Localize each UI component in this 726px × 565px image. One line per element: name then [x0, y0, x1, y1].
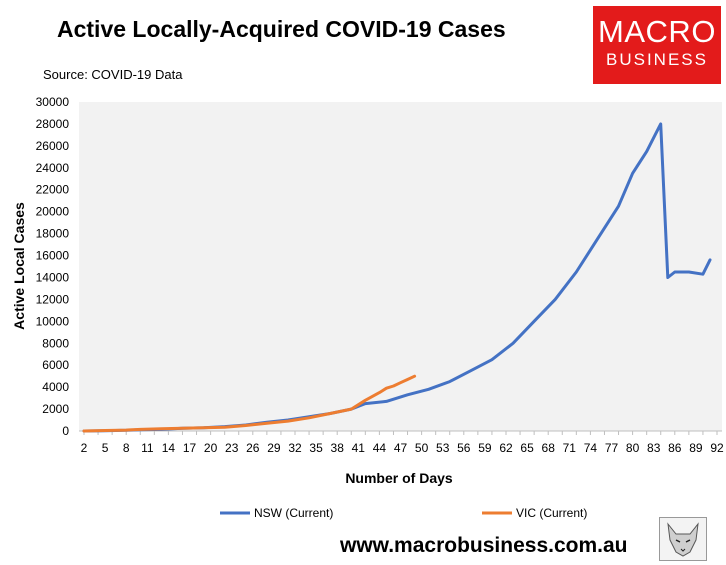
x-tick-label: 56 [457, 441, 471, 455]
logo-line-1: MACRO [598, 14, 716, 49]
x-tick-label: 71 [563, 441, 577, 455]
y-tick-label: 2000 [42, 402, 69, 416]
series-lines [82, 122, 712, 433]
x-tick-label: 2 [81, 441, 88, 455]
y-tick-label: 18000 [36, 227, 70, 241]
x-tick-label: 92 [710, 441, 724, 455]
x-axis: 2 5 8 11 14 17 20 23 26 29 32 35 38 41 44 47 50 53 56 59 62 6… [81, 431, 724, 455]
y-tick-label: 14000 [36, 270, 70, 284]
x-tick-label: 11 [141, 441, 154, 455]
website-url: www.macrobusiness.com.au [340, 534, 628, 557]
y-tick-label: 12000 [36, 292, 70, 306]
x-tick-label: 86 [668, 441, 682, 455]
x-tick-label: 62 [499, 441, 513, 455]
fox-icon [667, 522, 699, 557]
y-tick-label: 22000 [36, 183, 70, 197]
y-tick-label: 10000 [36, 314, 70, 328]
x-tick-label: 68 [542, 441, 556, 455]
y-tick-label: 28000 [36, 117, 70, 131]
x-tick-label: 23 [225, 441, 239, 455]
chart-title: Active Locally-Acquired COVID-19 Cases [57, 16, 506, 42]
x-tick-label: 38 [331, 441, 345, 455]
x-tick-label: 74 [584, 441, 598, 455]
macrobusiness-logo: MACRO BUSINESS [593, 6, 721, 84]
x-tick-label: 17 [183, 441, 197, 455]
x-axis-title: Number of Days [345, 470, 453, 486]
y-tick-label: 30000 [36, 95, 70, 109]
x-tick-label: 35 [309, 441, 323, 455]
x-tick-label: 32 [288, 441, 302, 455]
y-tick-label: 8000 [42, 336, 69, 350]
y-tick-label: 20000 [36, 205, 70, 219]
vic-legend-label: VIC (Current) [516, 506, 587, 520]
x-tick-label: 50 [415, 441, 429, 455]
y-tick-label: 24000 [36, 161, 70, 175]
logo-line-2: BUSINESS [606, 50, 708, 69]
x-tick-label: 53 [436, 441, 450, 455]
x-tick-label: 47 [394, 441, 408, 455]
y-tick-label: 16000 [36, 249, 70, 263]
legend: NSW (Current) VIC (Current) [220, 506, 587, 520]
vic-series-line [82, 374, 417, 433]
x-tick-label: 5 [102, 441, 109, 455]
x-tick-label: 44 [373, 441, 387, 455]
y-tick-label: 0 [62, 424, 69, 438]
y-tick-label: 4000 [42, 380, 69, 394]
nsw-legend-label: NSW (Current) [254, 506, 333, 520]
x-tick-label: 14 [162, 441, 176, 455]
x-tick-label: 77 [605, 441, 619, 455]
x-tick-label: 8 [123, 441, 130, 455]
x-tick-label: 41 [352, 441, 366, 455]
plot-area [79, 102, 722, 431]
y-tick-label: 26000 [36, 139, 70, 153]
x-tick-label: 20 [204, 441, 218, 455]
x-tick-label: 65 [520, 441, 534, 455]
x-tick-label: 26 [246, 441, 260, 455]
x-tick-label: 89 [689, 441, 703, 455]
x-tick-label: 80 [626, 441, 640, 455]
chart-source: Source: COVID-19 Data [43, 67, 183, 82]
y-axis: 0 2000 4000 6000 8000 10000 12000 14000 16000 180… [36, 95, 70, 438]
x-tick-label: 59 [478, 441, 492, 455]
y-tick-label: 6000 [42, 358, 69, 372]
x-tick-label: 29 [267, 441, 281, 455]
fox-mascot-image [659, 517, 707, 561]
x-tick-label: 83 [647, 441, 661, 455]
y-axis-title: Active Local Cases [11, 202, 27, 330]
